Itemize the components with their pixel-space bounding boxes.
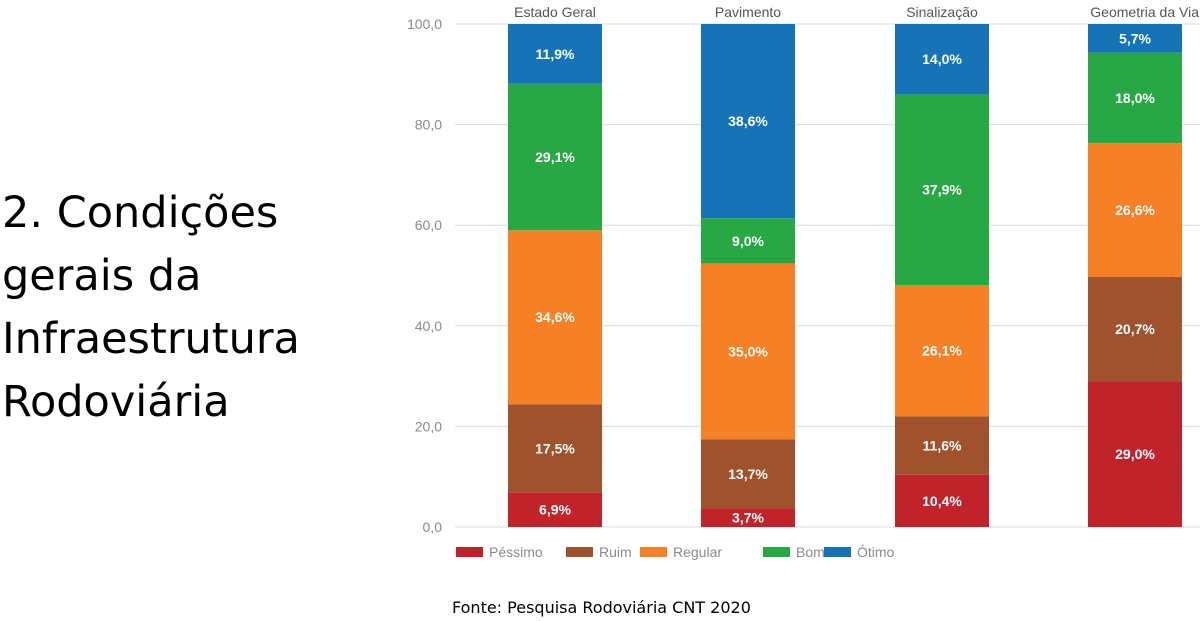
bar-segment [1088,24,1182,53]
bar-segment [1088,143,1182,278]
bar-segment [1088,381,1182,527]
legend-swatch [566,547,593,557]
slide-title-line: Rodoviária [2,377,230,427]
data-label: 29,0% [1115,446,1155,462]
bar-segment [508,230,602,405]
slide-title-line: Infraestrutura [2,314,300,364]
slide-title: 2. Condições gerais da Infraestrutura Ro… [2,182,382,434]
legend-swatch [763,547,790,557]
bar-segment [508,492,602,527]
bar-segment [508,404,602,493]
y-tick-label: 80,0 [415,117,442,133]
bar-segment [1088,277,1182,382]
bar-segment [895,24,989,95]
data-label: 11,6% [923,438,962,454]
data-label: 6,9% [539,502,571,518]
legend-label: Regular [673,544,722,560]
category-label: Geometria da Via [1090,4,1199,20]
legend-label: Ruim [599,544,632,560]
data-label: 18,0% [1115,90,1155,106]
bar-segment [895,474,989,527]
bar-segment [1088,52,1182,144]
source-note: Fonte: Pesquisa Rodoviária CNT 2020 [452,598,751,617]
bar-segment [895,285,989,417]
legend-label: Péssimo [489,544,543,560]
data-label: 37,9% [922,182,962,198]
slide-title-line: 2. Condições [2,188,279,238]
bar-segment [701,263,795,440]
data-label: 34,6% [535,309,575,325]
legend-label: Ótimo [857,544,895,560]
stacked-bar-chart: 0,0 20,0 40,0 60,0 80,0 100,0 6,9% 17,5% 34,6% 29… [407,4,1200,560]
bar-segment [895,94,989,286]
data-label: 38,6% [728,113,768,129]
y-tick-label: 20,0 [415,418,442,434]
bar-segment [508,83,602,231]
data-label: 35,0% [728,343,768,359]
data-label: 29,1% [535,149,575,165]
data-label: 11,9% [536,46,575,62]
legend-label: Bom [796,544,825,560]
legend-swatch [824,547,851,557]
data-label: 5,7% [1119,30,1151,46]
y-tick-label: 100,0 [407,16,442,32]
bar-segment [701,439,795,509]
bar-segment [895,416,989,475]
data-label: 14,0% [922,51,962,67]
category-label: Sinalização [906,4,978,20]
legend-swatch [640,547,667,557]
legend-swatch [456,547,483,557]
data-label: 10,4% [922,493,962,509]
bar-segment [701,508,795,527]
y-tick-label: 0,0 [423,519,443,535]
data-label: 13,7% [728,466,768,482]
data-label: 9,0% [732,233,764,249]
bar-segment [508,24,602,84]
bar-segment [701,24,795,219]
data-label: 3,7% [732,510,764,526]
data-label: 17,5% [535,440,575,456]
data-label: 26,6% [1115,202,1155,218]
data-label: 20,7% [1115,321,1155,337]
category-label: Estado Geral [514,4,596,20]
bar-segment [701,218,795,264]
data-label: 26,1% [922,343,962,359]
y-tick-label: 40,0 [415,318,442,334]
category-label: Pavimento [715,4,781,20]
y-tick-label: 60,0 [415,217,442,233]
slide-title-line: gerais da [2,251,202,301]
